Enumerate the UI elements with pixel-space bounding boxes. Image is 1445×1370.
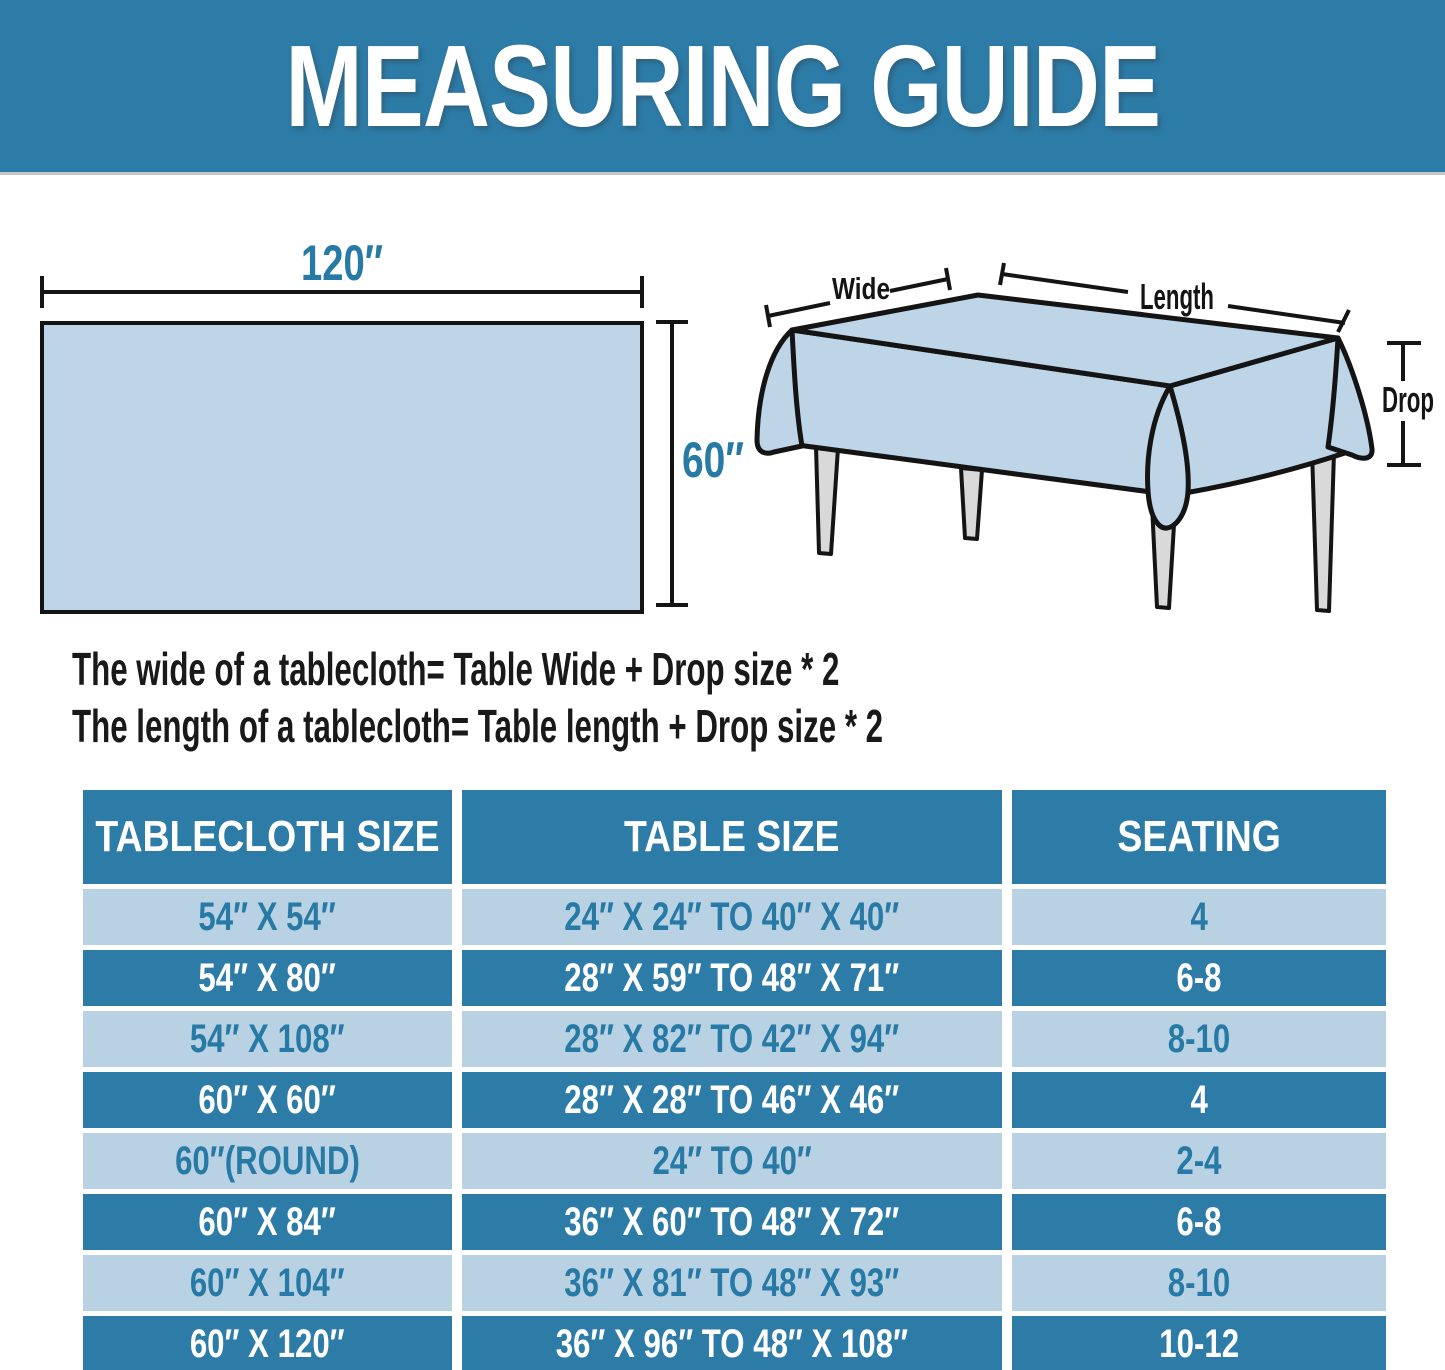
table-column-tablecloth-size: TABLECLOTH SIZE 54″ X 54″ 54″ X 80″ 54″ X … bbox=[83, 790, 452, 1370]
table-cell: 4 bbox=[1012, 889, 1386, 945]
table-cell: 28″ X 28″ TO 46″ X 46″ bbox=[462, 1072, 1002, 1128]
table-cell: 60″ X 60″ bbox=[83, 1072, 452, 1128]
table-cell-label: 36″ X 96″ TO 48″ X 108″ bbox=[555, 1321, 909, 1366]
banner: MEASURING GUIDE bbox=[0, 0, 1445, 172]
table-cell: 60″ X 84″ bbox=[83, 1194, 452, 1250]
wide-dimension-line bbox=[764, 267, 952, 328]
length-label: Length bbox=[1140, 276, 1214, 317]
table-cell: 24″ X 24″ TO 40″ X 40″ bbox=[462, 889, 1002, 945]
table-cell-label: 60″ X 104″ bbox=[190, 1260, 345, 1305]
width-dimension-line bbox=[40, 276, 644, 308]
formula-wide: The wide of a tablecloth= Table Wide + D… bbox=[72, 643, 840, 695]
table-cell: 4 bbox=[1012, 1072, 1386, 1128]
table-cell: 60″(ROUND) bbox=[83, 1133, 452, 1189]
table-cell-label: 4 bbox=[1190, 894, 1208, 939]
width-dimension-label: 120″ bbox=[301, 235, 383, 291]
height-dimension-line bbox=[656, 320, 688, 607]
table-cell-label: 60″(ROUND) bbox=[175, 1138, 360, 1183]
table-cell: 54″ X 54″ bbox=[83, 889, 452, 945]
table-cell: 8-10 bbox=[1012, 1255, 1386, 1311]
table-cell-label: 28″ X 59″ TO 48″ X 71″ bbox=[564, 955, 900, 1000]
table-cell: 10-12 bbox=[1012, 1316, 1386, 1370]
height-dimension-label: 60″ bbox=[682, 432, 744, 488]
table-cell-label: 2-4 bbox=[1176, 1138, 1222, 1183]
table-cell-label: 60″ X 84″ bbox=[198, 1199, 337, 1244]
banner-underline bbox=[0, 172, 1445, 175]
drop-label: Drop bbox=[1382, 379, 1434, 420]
table-cell-label: 24″ X 24″ TO 40″ X 40″ bbox=[564, 894, 900, 939]
column-header: SEATING bbox=[1012, 790, 1386, 884]
column-header-label: TABLE SIZE bbox=[624, 812, 840, 861]
table-cell-label: 8-10 bbox=[1167, 1016, 1231, 1061]
wide-label: Wide bbox=[832, 271, 890, 306]
table-cell-label: 36″ X 60″ TO 48″ X 72″ bbox=[564, 1199, 900, 1244]
table-cell-label: 10-12 bbox=[1159, 1321, 1239, 1366]
table-cell: 6-8 bbox=[1012, 1194, 1386, 1250]
table-cell-label: 60″ X 60″ bbox=[198, 1077, 337, 1122]
table-cell: 24″ TO 40″ bbox=[462, 1133, 1002, 1189]
size-table: TABLECLOTH SIZE 54″ X 54″ 54″ X 80″ 54″ X … bbox=[83, 790, 1386, 1370]
column-header: TABLECLOTH SIZE bbox=[83, 790, 452, 884]
length-dimension-line bbox=[998, 262, 1351, 333]
table-cell: 60″ X 104″ bbox=[83, 1255, 452, 1311]
table-cell: 28″ X 59″ TO 48″ X 71″ bbox=[462, 950, 1002, 1006]
table-cell: 36″ X 81″ TO 48″ X 93″ bbox=[462, 1255, 1002, 1311]
table-cell: 2-4 bbox=[1012, 1133, 1386, 1189]
table-cell-label: 24″ TO 40″ bbox=[652, 1138, 812, 1183]
table-cell: 60″ X 120″ bbox=[83, 1316, 452, 1370]
table-cell-label: 36″ X 81″ TO 48″ X 93″ bbox=[564, 1260, 900, 1305]
page-title: MEASURING GUIDE bbox=[285, 21, 1161, 151]
table-cell: 54″ X 80″ bbox=[83, 950, 452, 1006]
table-cell-label: 54″ X 54″ bbox=[198, 894, 337, 939]
table-column-seating: SEATING 4 6-8 8-10 4 2-4 6-8 8-10 10-12 bbox=[1012, 790, 1386, 1370]
table-cell: 36″ X 96″ TO 48″ X 108″ bbox=[462, 1316, 1002, 1370]
table-illustration: Wide Length Drop bbox=[754, 262, 1434, 613]
table-column-table-size: TABLE SIZE 24″ X 24″ TO 40″ X 40″ 28″ X 5… bbox=[462, 790, 1002, 1370]
table-cell: 8-10 bbox=[1012, 1011, 1386, 1067]
flat-tablecloth-diagram: 120″ 60″ bbox=[40, 235, 744, 614]
table-cell: 6-8 bbox=[1012, 950, 1386, 1006]
flat-tablecloth-rect bbox=[40, 321, 644, 614]
tablecloth bbox=[754, 292, 1375, 531]
table-cell-label: 28″ X 28″ TO 46″ X 46″ bbox=[564, 1077, 900, 1122]
table-legs bbox=[814, 444, 1336, 613]
diagram-svg: 120″ 60″ bbox=[40, 235, 1434, 614]
formula-length: The length of a tablecloth= Table length… bbox=[72, 700, 884, 752]
drop-dimension-line bbox=[1387, 341, 1421, 467]
column-header-label: TABLECLOTH SIZE bbox=[95, 812, 440, 861]
table-cell-label: 28″ X 82″ TO 42″ X 94″ bbox=[564, 1016, 900, 1061]
table-cell-label: 54″ X 108″ bbox=[190, 1016, 345, 1061]
table-cell-label: 6-8 bbox=[1176, 955, 1222, 1000]
table-cell: 28″ X 82″ TO 42″ X 94″ bbox=[462, 1011, 1002, 1067]
table-cell-label: 6-8 bbox=[1176, 1199, 1222, 1244]
table-cell: 36″ X 60″ TO 48″ X 72″ bbox=[462, 1194, 1002, 1250]
column-header-label: SEATING bbox=[1117, 812, 1281, 861]
table-cell-label: 60″ X 120″ bbox=[190, 1321, 345, 1366]
table-cell: 54″ X 108″ bbox=[83, 1011, 452, 1067]
column-header: TABLE SIZE bbox=[462, 790, 1002, 884]
table-cell-label: 8-10 bbox=[1167, 1260, 1231, 1305]
table-cell-label: 54″ X 80″ bbox=[198, 955, 337, 1000]
table-cell-label: 4 bbox=[1190, 1077, 1208, 1122]
